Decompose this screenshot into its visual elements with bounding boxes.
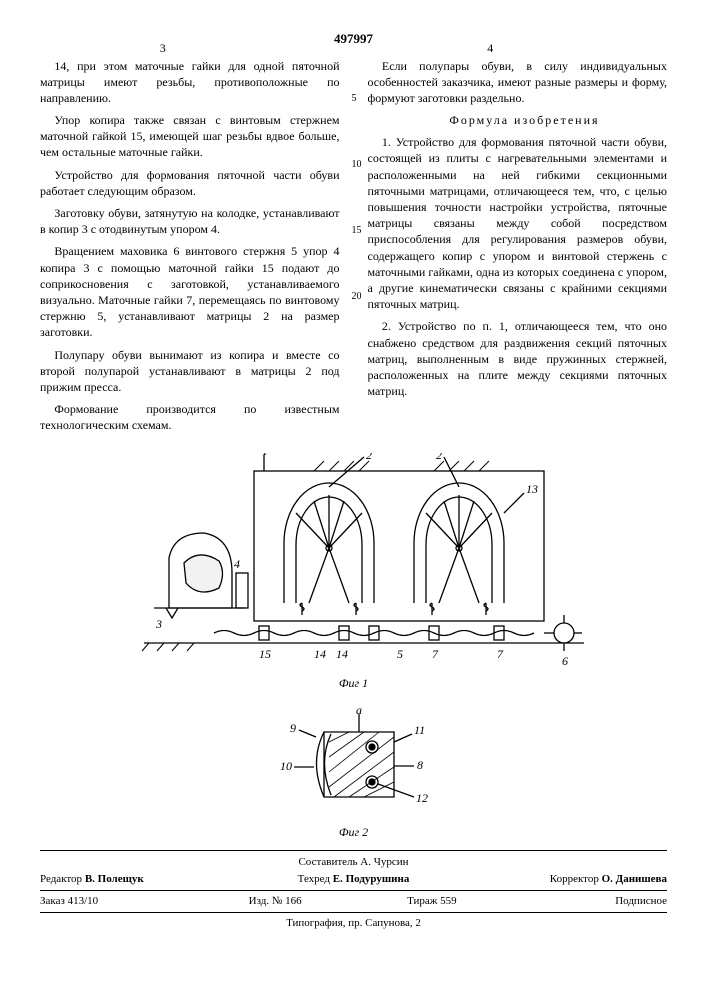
fig1-label-7b: 7 <box>497 647 504 661</box>
techred-label: Техред <box>298 873 330 885</box>
fig1-label-14: 14 <box>314 647 326 661</box>
right-p3: 2. Устройство по п. 1, отличающееся тем,… <box>368 318 668 399</box>
lineno: 10 <box>352 158 362 172</box>
lineno: 20 <box>352 290 362 304</box>
fig2-svg: a 9 10 11 8 12 <box>254 702 454 822</box>
fig1-label-1: 1 <box>262 453 268 458</box>
patent-number: 497997 <box>40 30 667 48</box>
right-p1: Если полупары обуви, в силу индивидуальн… <box>368 58 668 107</box>
left-p4: Заготовку обуви, затянутую на колодке, у… <box>40 205 340 237</box>
corrector-name: О. Данишева <box>602 873 667 885</box>
fig2-label-11: 11 <box>414 723 425 737</box>
fig2-label-10: 10 <box>280 759 292 773</box>
fig1-label-14b: 14 <box>336 647 348 661</box>
techred-name: Е. Подурушина <box>333 873 410 885</box>
fig1-label-4: 4 <box>234 557 240 571</box>
meta-block: Составитель А. Чурсин Редактор В. Полещу… <box>40 850 667 914</box>
fig2-label-a: a <box>356 703 362 717</box>
fig2-label-8: 8 <box>417 758 423 772</box>
izd: Изд. № 166 <box>197 894 354 909</box>
fig2-label-12: 12 <box>416 791 428 805</box>
compiler: Составитель А. Чурсин <box>40 855 667 870</box>
right-column: 4 5 10 15 20 Если полупары обуви, в силу… <box>368 58 668 440</box>
fig1-caption: Фиг 1 <box>40 675 667 691</box>
order: Заказ 413/10 <box>40 894 197 909</box>
fig1-label-2: 2 <box>366 453 372 462</box>
techred: Техред Е. Подурушина <box>249 872 458 887</box>
lineno: 15 <box>352 224 362 238</box>
tirazh-value: 559 <box>440 895 457 907</box>
left-p7: Формование производится по известным тех… <box>40 401 340 433</box>
tirazh: Тираж 559 <box>354 894 511 909</box>
fig2-caption: Фиг 2 <box>40 824 667 840</box>
left-p3: Устройство для формования пяточной части… <box>40 167 340 199</box>
figure-2: a 9 10 11 8 12 Фиг 2 <box>40 702 667 840</box>
typography-line: Типография, пр. Сапунова, 2 <box>40 916 667 931</box>
izd-label: Изд. № <box>249 895 283 907</box>
left-p5: Вращением маховика 6 винтового стержня 5… <box>40 243 340 340</box>
text-columns: 3 14, при этом маточные гайки для одной … <box>40 58 667 440</box>
right-p2: 1. Устройство для формования пяточной ча… <box>368 134 668 312</box>
editor-name: В. Полещук <box>85 873 144 885</box>
left-col-number: 3 <box>160 40 166 56</box>
fig1-label-2b: 2 <box>436 453 442 462</box>
podpis: Подписное <box>510 894 667 909</box>
left-p6: Полупару обуви вынимают из копира и вмес… <box>40 347 340 396</box>
left-p1: 14, при этом маточные гайки для одной пя… <box>40 58 340 107</box>
editor-label: Редактор <box>40 873 82 885</box>
fig1-label-5: 5 <box>397 647 403 661</box>
izd-value: 166 <box>285 895 302 907</box>
editor: Редактор В. Полещук <box>40 872 249 887</box>
formula-title: Формула изобретения <box>368 112 668 128</box>
fig1-label-15: 15 <box>259 647 271 661</box>
fig1-label-13: 13 <box>526 482 538 496</box>
corrector: Корректор О. Данишева <box>458 872 667 887</box>
order-label: Заказ <box>40 895 65 907</box>
fig1-label-7: 7 <box>432 647 439 661</box>
right-col-number: 4 <box>487 40 493 56</box>
order-value: 413/10 <box>68 895 99 907</box>
fig1-svg: 1 2 2 13 3 4 15 14 14 5 7 7 6 <box>114 453 594 673</box>
fig1-label-3: 3 <box>155 617 162 631</box>
fig1-label-6: 6 <box>562 654 568 668</box>
left-column: 3 14, при этом маточные гайки для одной … <box>40 58 340 440</box>
figure-1: 1 2 2 13 3 4 15 14 14 5 7 7 6 Фиг 1 <box>40 453 667 691</box>
left-p2: Упор копира также связан с винтовым стер… <box>40 112 340 161</box>
lineno: 5 <box>352 92 357 106</box>
corrector-label: Корректор <box>550 873 599 885</box>
tirazh-label: Тираж <box>407 895 437 907</box>
fig2-label-9: 9 <box>290 721 296 735</box>
